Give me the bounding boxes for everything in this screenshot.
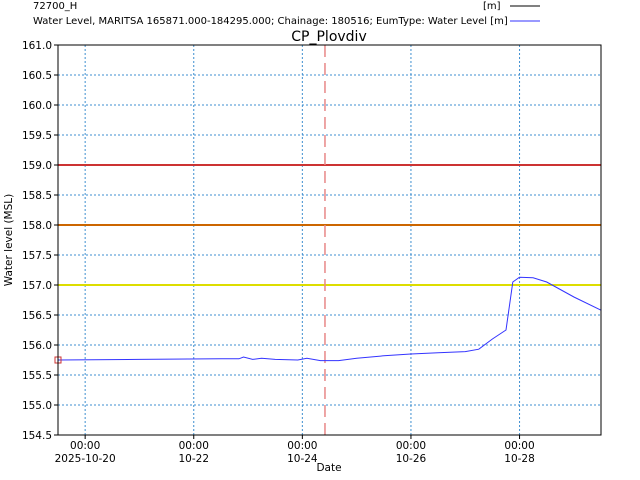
chart-title: CP_Plovdiv xyxy=(291,29,366,45)
x-tick-date-label: 2025-10-20 xyxy=(55,453,116,465)
legend: 72700_H [m] Water Level, MARITSA 165871.… xyxy=(33,1,540,27)
x-tick-time-label: 00:00 xyxy=(504,440,534,452)
y-tick-label: 158.5 xyxy=(22,190,52,202)
y-tick-label: 157.0 xyxy=(22,280,52,292)
x-tick-time-label: 00:00 xyxy=(396,440,426,452)
x-tick-date-label: 10-22 xyxy=(178,453,209,465)
grid xyxy=(58,44,601,436)
y-tick-label: 156.5 xyxy=(22,310,52,322)
x-tick-time-label: 00:00 xyxy=(70,440,100,452)
y-tick-label: 158.0 xyxy=(22,220,52,232)
y-tick-label: 154.5 xyxy=(22,430,52,442)
y-tick-label: 155.0 xyxy=(22,400,52,412)
threshold-lines xyxy=(58,45,601,435)
x-axis: 00:002025-10-2000:0010-2200:0010-2400:00… xyxy=(55,435,535,465)
y-tick-label: 159.0 xyxy=(22,160,52,172)
legend-entry-observed-unit: [m] xyxy=(483,1,501,12)
y-tick-label: 159.5 xyxy=(22,130,52,142)
legend-entry-simulated-label: Water Level, MARITSA 165871.000-184295.0… xyxy=(33,16,508,27)
y-axis-label: Water level (MSL) xyxy=(3,194,15,286)
y-tick-label: 161.0 xyxy=(22,40,52,52)
x-tick-date-label: 10-24 xyxy=(287,453,318,465)
legend-entry-observed-label: 72700_H xyxy=(33,1,77,12)
plot-frame xyxy=(57,44,602,436)
x-tick-time-label: 00:00 xyxy=(179,440,209,452)
y-tick-label: 157.5 xyxy=(22,250,52,262)
y-tick-label: 160.0 xyxy=(22,100,52,112)
x-tick-date-label: 10-28 xyxy=(504,453,535,465)
x-tick-time-label: 00:00 xyxy=(287,440,317,452)
y-tick-label: 160.5 xyxy=(22,70,52,82)
y-axis: 154.5 155.0 155.5 156.0 156.5 157.0 157.5 158.0… xyxy=(22,40,58,442)
y-tick-label: 156.0 xyxy=(22,340,52,352)
x-tick-date-label: 10-26 xyxy=(396,453,427,465)
series-line xyxy=(57,276,602,362)
x-axis-label: Date xyxy=(316,462,341,474)
series-layer xyxy=(57,276,602,362)
y-tick-label: 155.5 xyxy=(22,370,52,382)
